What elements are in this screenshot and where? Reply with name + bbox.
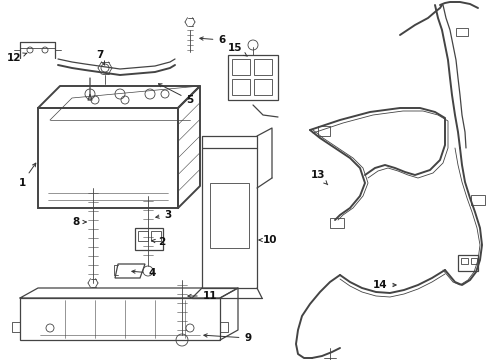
Bar	[460, 258, 467, 264]
Text: 10: 10	[259, 235, 277, 245]
Bar	[135, 228, 163, 250]
Bar	[138, 231, 148, 241]
Bar	[209, 183, 248, 248]
Text: 8: 8	[72, 217, 86, 227]
Text: 5: 5	[158, 84, 193, 105]
Text: 15: 15	[227, 43, 247, 56]
Bar	[457, 255, 477, 271]
Text: 7: 7	[96, 50, 104, 65]
Text: 12: 12	[7, 53, 27, 63]
Bar	[231, 59, 249, 75]
Bar	[227, 55, 278, 100]
Text: 11: 11	[187, 291, 217, 301]
Bar	[253, 59, 271, 75]
Bar	[253, 79, 271, 95]
Bar	[151, 231, 161, 241]
Text: 2: 2	[151, 237, 165, 247]
Bar	[38, 108, 178, 208]
Text: 9: 9	[203, 333, 251, 343]
Text: 4: 4	[132, 268, 155, 278]
Text: 13: 13	[310, 170, 327, 185]
Bar	[20, 298, 220, 340]
Text: 3: 3	[156, 210, 171, 220]
Bar	[470, 258, 476, 264]
Bar	[470, 195, 484, 205]
Bar	[317, 126, 329, 136]
Bar	[231, 79, 249, 95]
Text: 14: 14	[372, 280, 395, 290]
Text: 1: 1	[19, 163, 36, 188]
Bar	[455, 28, 467, 36]
Bar	[202, 148, 257, 288]
Bar	[329, 218, 343, 228]
Text: 6: 6	[200, 35, 225, 45]
